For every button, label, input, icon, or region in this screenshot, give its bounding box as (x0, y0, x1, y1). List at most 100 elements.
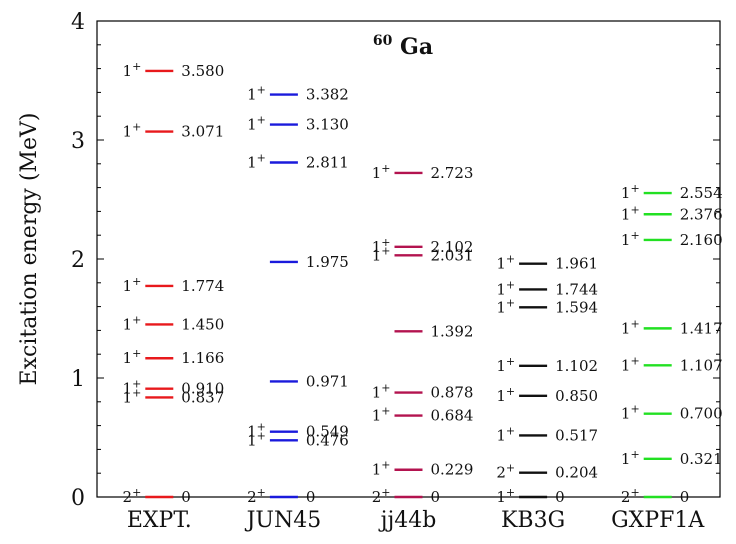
spin-value: 1 (372, 407, 382, 425)
plot-area (96, 20, 721, 498)
parity-sign: + (506, 278, 515, 291)
spin-parity-label: 1+ (123, 275, 142, 295)
parity-sign: + (132, 378, 141, 391)
energy-value-label: 1.774 (181, 277, 224, 295)
parity-sign: + (132, 275, 141, 288)
parity-sign: + (257, 114, 266, 127)
spin-parity-label: 1+ (496, 486, 515, 506)
parity-sign: + (257, 151, 266, 164)
parity-sign: + (630, 403, 639, 416)
spin-parity-label: 2+ (621, 486, 640, 506)
spin-value: 1 (621, 231, 631, 249)
parity-sign: + (630, 354, 639, 367)
spin-value: 1 (621, 450, 631, 468)
energy-value-label: 2.554 (680, 184, 723, 202)
chart-title-symbol: Ga (400, 34, 433, 60)
spin-parity-label: 1+ (621, 203, 640, 223)
parity-sign: + (132, 486, 141, 499)
spin-value: 1 (621, 184, 631, 202)
spin-parity-label: 1+ (496, 424, 515, 444)
energy-value-label: 3.580 (181, 62, 224, 80)
energy-value-label: 3.130 (306, 116, 349, 134)
spin-parity-label: 1+ (247, 151, 266, 171)
spin-parity-label: 1+ (496, 355, 515, 375)
spin-value: 2 (123, 488, 133, 506)
y-tick-label: 2 (71, 248, 85, 273)
parity-sign: + (506, 462, 515, 475)
parity-sign: + (506, 385, 515, 398)
energy-value-label: 0.837 (181, 388, 224, 406)
spin-value: 1 (496, 426, 506, 444)
energy-value-label: 1.102 (555, 357, 598, 375)
spin-value: 2 (496, 464, 506, 482)
x-category-label: KB3G (501, 508, 565, 533)
spin-parity-label: 1+ (247, 429, 266, 449)
spin-value: 1 (247, 116, 257, 134)
spin-parity-label: 1+ (621, 182, 640, 202)
spin-parity-label: 1+ (123, 378, 142, 398)
spin-parity-label: 1+ (372, 405, 391, 425)
energy-value-label: 0 (181, 488, 191, 506)
energy-value-label: 1.975 (306, 253, 349, 271)
parity-sign: + (257, 429, 266, 442)
spin-value: 2 (372, 488, 382, 506)
energy-value-label: 0.910 (181, 380, 224, 398)
parity-sign: + (630, 229, 639, 242)
parity-sign: + (381, 382, 390, 395)
y-axis-label: Excitation energy (MeV) (17, 113, 42, 386)
spin-parity-label: 1+ (247, 114, 266, 134)
x-category-label: EXPT. (127, 508, 192, 533)
parity-sign: + (132, 60, 141, 73)
spin-value: 1 (247, 153, 257, 171)
spin-parity-label: 1+ (123, 121, 142, 141)
energy-value-label: 0.321 (680, 450, 723, 468)
spin-parity-label: 1+ (247, 84, 266, 104)
x-category-label: JUN45 (245, 508, 322, 533)
spin-parity-label: 1+ (123, 313, 142, 333)
spin-parity-label: 1+ (123, 60, 142, 80)
parity-sign: + (381, 244, 390, 257)
parity-sign: + (506, 296, 515, 309)
energy-value-label: 1.594 (555, 298, 598, 316)
energy-value-label: 0.878 (431, 384, 474, 402)
energy-value-label: 3.071 (181, 123, 224, 141)
spin-parity-label: 1+ (496, 278, 515, 298)
spin-parity-label: 1+ (621, 403, 640, 423)
energy-value-label: 1.166 (181, 349, 224, 367)
spin-parity-label: 1+ (621, 448, 640, 468)
chart-text: 60 Ga Excitation energy (MeV) EXPT.02+0.… (17, 25, 723, 533)
spin-value: 1 (247, 423, 257, 441)
parity-sign: + (132, 386, 141, 399)
spin-parity-label: 2+ (247, 486, 266, 506)
spin-parity-label: 1+ (621, 354, 640, 374)
spin-value: 1 (496, 387, 506, 405)
parity-sign: + (630, 448, 639, 461)
spin-parity-label: 1+ (123, 347, 142, 367)
energy-value-label: 2.723 (431, 164, 474, 182)
chart-title: 60 Ga (373, 25, 433, 60)
energy-value-label: 1.961 (555, 255, 598, 273)
spin-parity-label: 2+ (123, 486, 142, 506)
parity-sign: + (506, 486, 515, 499)
spin-parity-label: 1+ (123, 386, 142, 406)
parity-sign: + (132, 313, 141, 326)
parity-sign: + (257, 486, 266, 499)
spin-value: 1 (123, 388, 133, 406)
energy-value-label: 1.417 (680, 319, 723, 337)
parity-sign: + (381, 459, 390, 472)
spin-parity-label: 1+ (496, 253, 515, 273)
energy-value-label: 1.107 (680, 356, 723, 374)
spin-value: 1 (496, 280, 506, 298)
energy-value-label: 0.850 (555, 387, 598, 405)
spin-parity-label: 1+ (372, 236, 391, 256)
energy-value-label: 2.160 (680, 231, 723, 249)
spin-value: 1 (123, 62, 133, 80)
spin-parity-label: 1+ (621, 317, 640, 337)
parity-sign: + (630, 203, 639, 216)
spin-value: 1 (496, 488, 506, 506)
parity-sign: + (381, 405, 390, 418)
energy-value-label: 2.811 (306, 153, 349, 171)
parity-sign: + (630, 317, 639, 330)
spin-parity-label: 2+ (496, 462, 515, 482)
